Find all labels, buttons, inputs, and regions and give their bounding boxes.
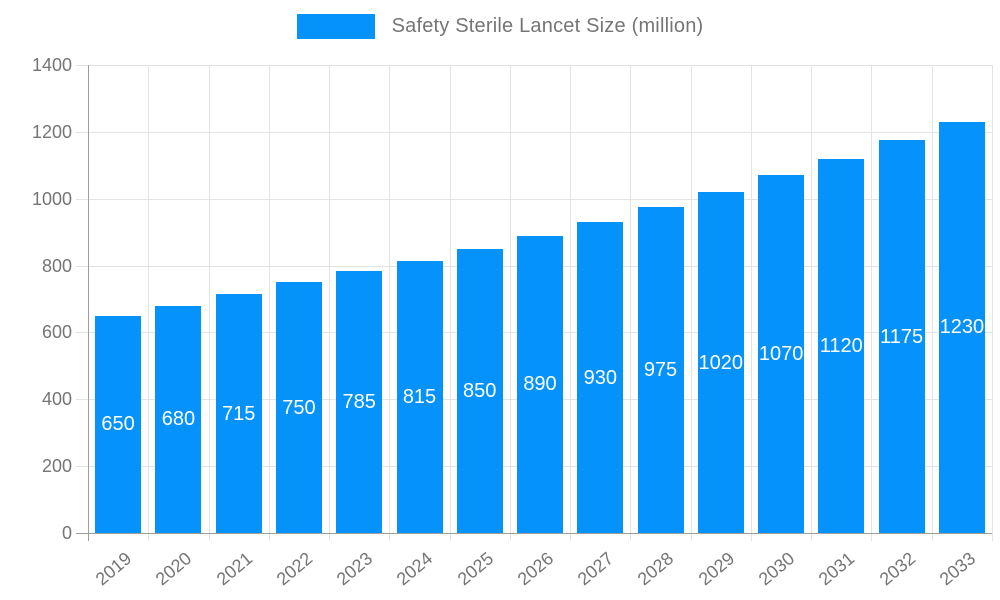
gridline-x-boundary-4 [329, 65, 330, 541]
y-tick-label-600: 600 [41, 322, 72, 342]
x-tick-label-2032: 2032 [875, 548, 919, 590]
bar-2020[interactable] [155, 305, 202, 533]
bar-2019[interactable] [95, 315, 142, 533]
gridline-x-boundary-10 [691, 65, 692, 541]
x-tick-label-2022: 2022 [272, 548, 317, 590]
y-tick-label-1200: 1200 [31, 122, 72, 142]
gridline-x-boundary-9 [630, 65, 631, 541]
y-tick-label-200: 200 [41, 456, 72, 476]
bar-2030[interactable] [758, 175, 805, 533]
bar-2024[interactable] [396, 260, 443, 533]
x-axis-line [76, 533, 992, 534]
x-tick-label-2020: 2020 [152, 548, 196, 590]
x-tick-label-2025: 2025 [453, 548, 497, 590]
gridline-x-boundary-11 [751, 65, 752, 541]
y-tick-label-1400: 1400 [31, 55, 72, 75]
x-tick-label-2029: 2029 [694, 548, 739, 590]
bar-2021[interactable] [215, 294, 262, 533]
bar-2023[interactable] [336, 270, 383, 533]
gridline-y-1200 [76, 132, 992, 133]
bar-2027[interactable] [577, 222, 624, 533]
x-tick-label-2021: 2021 [212, 548, 256, 590]
gridline-x-boundary-8 [570, 65, 571, 541]
x-tick-label-2030: 2030 [754, 548, 799, 590]
y-tick-label-800: 800 [41, 256, 72, 276]
x-tick-label-2026: 2026 [513, 548, 558, 590]
y-tick-label-400: 400 [41, 389, 72, 409]
gridline-y-1000 [76, 199, 992, 200]
gridline-x-boundary-12 [811, 65, 812, 541]
y-tick-label-1000: 1000 [31, 189, 72, 209]
y-tick-label-0: 0 [61, 523, 72, 543]
gridline-x-boundary-1 [148, 65, 149, 541]
x-tick-label-2023: 2023 [332, 548, 377, 590]
bar-2033[interactable] [938, 121, 985, 533]
x-tick-label-2033: 2033 [935, 548, 980, 590]
bar-2032[interactable] [878, 140, 925, 533]
gridline-x-boundary-15 [992, 65, 993, 541]
x-tick-label-2031: 2031 [814, 548, 859, 590]
bar-2029[interactable] [697, 192, 744, 533]
bar-2025[interactable] [456, 248, 503, 533]
gridline-x-boundary-5 [389, 65, 390, 541]
gridline-x-boundary-14 [932, 65, 933, 541]
bar-2031[interactable] [818, 158, 865, 533]
x-tick-label-2028: 2028 [634, 548, 678, 590]
x-tick-label-2019: 2019 [91, 548, 136, 590]
gridline-x-boundary-13 [871, 65, 872, 541]
gridline-x-boundary-6 [450, 65, 451, 541]
bar-2026[interactable] [517, 235, 563, 533]
bar-2028[interactable] [637, 207, 684, 533]
bar-2022[interactable] [275, 282, 322, 533]
x-tick-label-2027: 2027 [573, 548, 618, 590]
gridline-x-boundary-2 [209, 65, 210, 541]
gridline-x-boundary-3 [269, 65, 270, 541]
y-axis-line [88, 65, 89, 541]
gridline-y-1400 [76, 65, 992, 66]
x-tick-label-2024: 2024 [393, 548, 437, 590]
gridline-x-boundary-7 [510, 65, 511, 541]
